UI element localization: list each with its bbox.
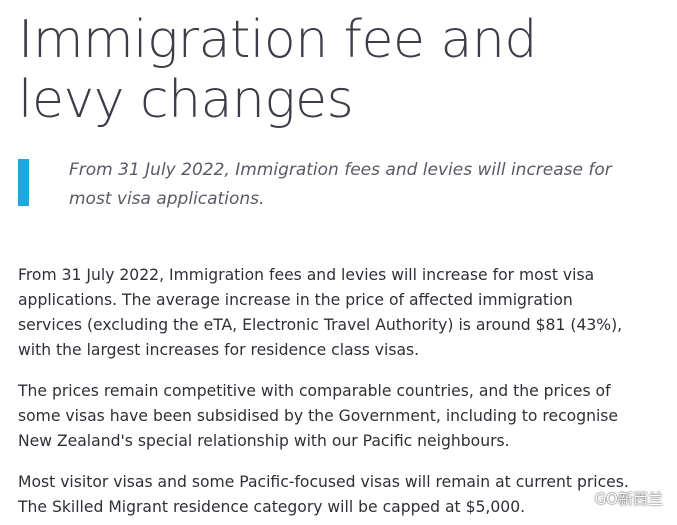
intro-callout: From 31 July 2022, Immigration fees and … xyxy=(18,156,638,216)
paragraph-3: Most visitor visas and some Pacific-focu… xyxy=(18,473,629,516)
intro-text: From 31 July 2022, Immigration fees and … xyxy=(69,160,612,209)
page-title: Immigration fee and levy changes xyxy=(18,10,537,130)
wechat-icon xyxy=(568,490,591,508)
paragraph-2: The prices remain competitive with compa… xyxy=(18,382,619,450)
article-body: From 31 July 2022, Immigration fees and … xyxy=(18,263,638,520)
accent-bar xyxy=(18,159,29,206)
watermark-text: GO新西兰 xyxy=(594,490,663,508)
paragraph-1: From 31 July 2022, Immigration fees and … xyxy=(18,266,623,359)
watermark: GO新西兰 xyxy=(568,488,663,509)
